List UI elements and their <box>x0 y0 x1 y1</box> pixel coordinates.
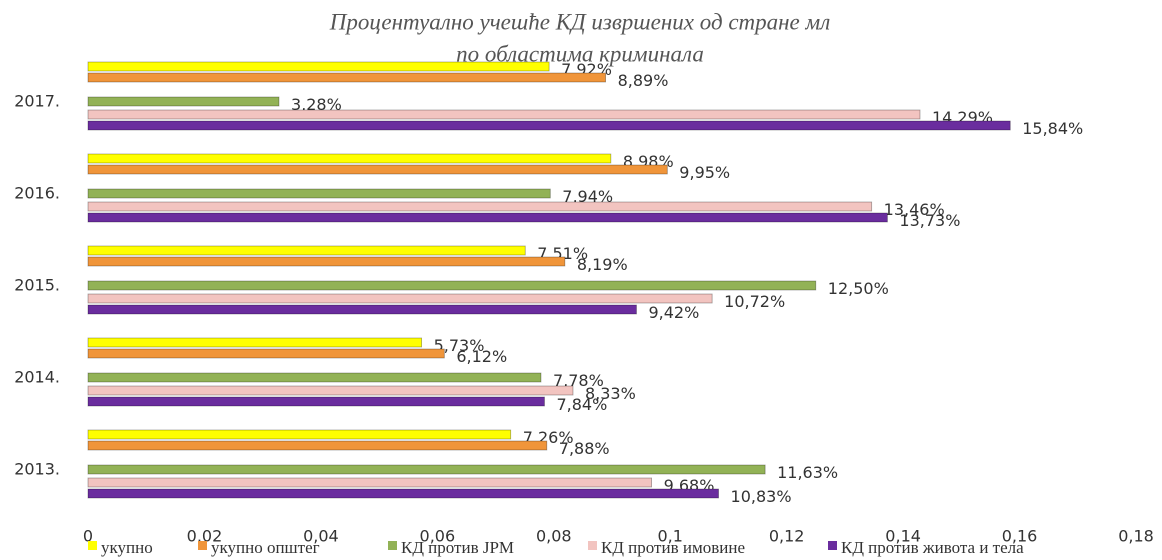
legend-marker <box>88 541 97 550</box>
bar <box>87 440 548 451</box>
x-tick-label: 0,12 <box>769 527 805 546</box>
bar <box>87 396 545 407</box>
bar <box>87 280 817 291</box>
bar <box>87 201 873 212</box>
bar <box>87 372 542 383</box>
y-tick-label: 2017. <box>14 92 60 111</box>
bar <box>87 304 637 315</box>
data-label: 3,28% <box>291 95 342 114</box>
y-tick-label: 2013. <box>14 460 60 479</box>
x-tick-label: 0,08 <box>536 527 572 546</box>
chart-title: Процентуално учешће КД извршених од стра… <box>329 9 830 34</box>
legend-label: КД против ЈРМ <box>401 538 514 557</box>
data-label: 8,89% <box>618 71 669 90</box>
data-label: 7,88% <box>559 439 610 458</box>
bar <box>87 385 574 396</box>
bar <box>87 337 423 348</box>
bar <box>87 488 719 499</box>
bar <box>87 212 888 223</box>
y-tick-label: 2016. <box>14 184 60 203</box>
x-tick-label: 0,02 <box>187 527 223 546</box>
bar <box>87 72 606 83</box>
legend-label: КД против имовине <box>601 538 745 557</box>
data-label: 5,73% <box>434 336 485 355</box>
data-label: 9,42% <box>648 303 699 322</box>
x-tick-label: 0,18 <box>1118 527 1154 546</box>
bar <box>87 245 526 256</box>
bar <box>87 477 652 488</box>
data-label: 15,84% <box>1022 119 1083 138</box>
legend-marker <box>388 541 397 550</box>
bar <box>87 164 668 175</box>
bar <box>87 293 713 304</box>
legend-marker <box>828 541 837 550</box>
x-tick-label: 0 <box>83 527 93 546</box>
bar <box>87 61 550 72</box>
legend-label: укупно <box>101 538 153 557</box>
data-label: 6,12% <box>456 347 507 366</box>
data-label: 8,19% <box>577 255 628 274</box>
legend-label: КД против живота и тела <box>841 538 1024 557</box>
x-tick-label: 0,14 <box>885 527 921 546</box>
bar <box>87 109 921 120</box>
data-label: 7,78% <box>553 371 604 390</box>
data-label: 10,72% <box>724 292 785 311</box>
data-label: 13,73% <box>899 211 960 230</box>
legend-marker <box>198 541 207 550</box>
data-label: 7,94% <box>562 187 613 206</box>
legend-label: укупно општег <box>211 538 320 557</box>
x-tick-label: 0,1 <box>657 527 682 546</box>
y-tick-label: 2014. <box>14 368 60 387</box>
bar <box>87 464 766 475</box>
y-tick-label: 2015. <box>14 276 60 295</box>
bar <box>87 429 512 440</box>
data-label: 7,84% <box>556 395 607 414</box>
data-label: 8,33% <box>585 384 636 403</box>
bar <box>87 153 612 164</box>
x-tick-label: 0,06 <box>420 527 456 546</box>
legend-marker <box>588 541 597 550</box>
bar <box>87 256 566 267</box>
x-tick-label: 0,16 <box>1002 527 1038 546</box>
data-label: 12,50% <box>828 279 889 298</box>
data-label: 10,83% <box>731 487 792 506</box>
data-label: 11,63% <box>777 463 838 482</box>
data-label: 9,95% <box>679 163 730 182</box>
bar <box>87 348 445 359</box>
bar <box>87 188 551 199</box>
data-label: 13,46% <box>884 200 945 219</box>
bar <box>87 120 1011 131</box>
x-tick-label: 0,04 <box>303 527 339 546</box>
bar <box>87 96 280 107</box>
